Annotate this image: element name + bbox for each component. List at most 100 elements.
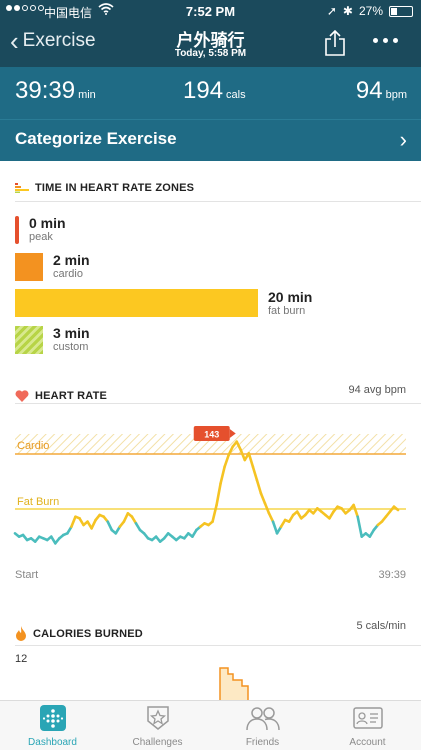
friends-icon xyxy=(245,707,280,731)
custom-zone: 3 min custom xyxy=(53,325,90,353)
cardio-zone-label: cardio xyxy=(53,268,83,280)
peak-marker: 143 xyxy=(193,426,236,441)
flame-icon xyxy=(16,626,26,641)
peak-marker-label: 143 xyxy=(204,430,219,440)
heart-rate-series xyxy=(13,440,400,545)
heart-rate-segment xyxy=(235,440,243,452)
heart-icon xyxy=(15,390,29,402)
fat-burn-zone-label: fat burn xyxy=(268,305,306,317)
heart-rate-segment xyxy=(271,520,279,535)
heart-rate-section-header: HEART RATE xyxy=(15,390,107,402)
duration-value: 39:39 xyxy=(15,77,76,104)
calories-stat: 194 cals xyxy=(183,77,246,105)
stats-band: 39:39 min 194 cals 94 bpm Categorize Exerci… xyxy=(0,67,421,161)
peak-zone: 0 min peak xyxy=(29,215,66,243)
heart-rate-segment xyxy=(227,445,235,457)
tab-account[interactable]: Account xyxy=(315,705,420,748)
heart-rate-value: 94 xyxy=(355,77,383,104)
divider xyxy=(15,201,421,202)
tab-dashboard-label: Dashboard xyxy=(28,737,77,748)
heart-rate-segment xyxy=(211,503,218,523)
status-time: 7:52 PM xyxy=(185,4,236,19)
band-divider xyxy=(0,119,421,120)
zones-section-header: TIME IN HEART RATE ZONES xyxy=(15,182,194,194)
calories-unit: cals xyxy=(226,89,246,101)
status-bar: 中国电信 7:52 PM ➚ ✱ 27% xyxy=(0,0,421,22)
top-bar: 中国电信 7:52 PM ➚ ✱ 27% ‹ Exercise 户外骑行 Tod… xyxy=(0,0,421,67)
custom-zone-bar xyxy=(15,326,43,354)
fat-burn-zone-value: 20 min xyxy=(268,289,313,305)
fat-burn-band-label: Fat Burn xyxy=(17,496,59,508)
x-axis-start-label: Start xyxy=(15,569,39,581)
cardio-band-label: Cardio xyxy=(17,440,49,452)
heart-rate-segment xyxy=(106,520,114,532)
more-icon xyxy=(373,38,378,43)
tab-bar: Dashboard Challenges Friends Account xyxy=(0,700,421,750)
dashboard-icon xyxy=(39,705,66,731)
fat-burn-zone: 20 min fat burn xyxy=(268,289,312,317)
divider xyxy=(15,645,421,646)
cardio-zone-band xyxy=(15,434,406,454)
heart-rate-segment xyxy=(263,502,271,515)
wifi-icon xyxy=(98,3,114,18)
bluetooth-icon: ✱ xyxy=(342,4,353,18)
chevron-left-icon: ‹ xyxy=(10,26,19,56)
calories-chart xyxy=(219,667,249,700)
heart-rate-segment xyxy=(215,482,222,507)
back-button[interactable]: ‹ Exercise xyxy=(10,26,96,56)
calories-bar-outline xyxy=(219,667,249,700)
share-button[interactable] xyxy=(324,29,346,56)
battery-label: 27% xyxy=(358,4,383,18)
heart-rate-segment xyxy=(356,515,364,538)
challenges-icon xyxy=(146,706,169,730)
heart-rate-segment xyxy=(392,505,400,512)
zones-section-title: TIME IN HEART RATE ZONES xyxy=(35,182,195,194)
signal-icon xyxy=(6,5,44,11)
peak-zone-label: peak xyxy=(29,231,53,243)
calories-rate: 5 cals/min xyxy=(356,620,406,632)
calories-section-title: CALORIES BURNED xyxy=(33,627,143,640)
custom-zone-value: 3 min xyxy=(53,325,90,341)
heart-rate-segment xyxy=(247,452,255,468)
heart-rate-segment xyxy=(259,492,267,505)
heart-rate-segment xyxy=(219,465,226,485)
heart-rate-segment xyxy=(255,478,263,495)
heart-rate-segment xyxy=(251,465,259,482)
page-title: 户外骑行 xyxy=(176,31,245,50)
chevron-right-icon[interactable]: › xyxy=(399,127,407,152)
battery-icon xyxy=(389,5,413,17)
calories-section-header: CALORIES BURNED xyxy=(15,626,143,641)
tab-dashboard[interactable]: Dashboard xyxy=(0,705,105,748)
custom-zone-label: custom xyxy=(53,341,89,353)
calories-value: 194 xyxy=(183,77,224,104)
heart-rate-avg: 94 avg bpm xyxy=(348,384,406,396)
calories-y-max-label: 12 xyxy=(15,653,28,665)
heart-rate-segment xyxy=(122,512,130,523)
duration-unit: min xyxy=(78,89,96,101)
heart-rate-segment xyxy=(239,448,247,462)
tab-challenges[interactable]: Challenges xyxy=(105,705,210,748)
heart-rate-segment xyxy=(70,515,77,528)
page-subtitle: Today, 5:58 PM xyxy=(174,48,247,59)
heart-rate-segment xyxy=(90,518,97,530)
zones-icon xyxy=(15,183,29,193)
heart-rate-chart: Cardio Fat Burn 143 xyxy=(13,426,406,545)
location-icon: ➚ xyxy=(326,4,337,18)
more-button[interactable] xyxy=(373,38,398,43)
tab-friends[interactable]: Friends xyxy=(210,705,315,748)
cardio-zone-value: 2 min xyxy=(53,252,90,268)
back-label: Exercise xyxy=(22,30,96,51)
heart-rate-unit: bpm xyxy=(385,89,407,101)
heart-rate-segment xyxy=(352,503,359,518)
peak-zone-bar xyxy=(15,216,19,244)
fat-burn-zone-bar xyxy=(15,289,258,317)
heart-rate-segment xyxy=(223,453,230,468)
duration-stat: 39:39 min xyxy=(15,77,96,105)
carrier-label: 中国电信 xyxy=(44,6,93,20)
categorize-exercise-button[interactable]: Categorize Exercise xyxy=(15,129,177,148)
tab-friends-label: Friends xyxy=(245,737,280,748)
divider xyxy=(15,403,421,404)
tab-account-label: Account xyxy=(349,737,386,748)
cardio-zone-bar xyxy=(15,253,43,281)
heart-rate-stat: 94 bpm xyxy=(356,77,407,105)
